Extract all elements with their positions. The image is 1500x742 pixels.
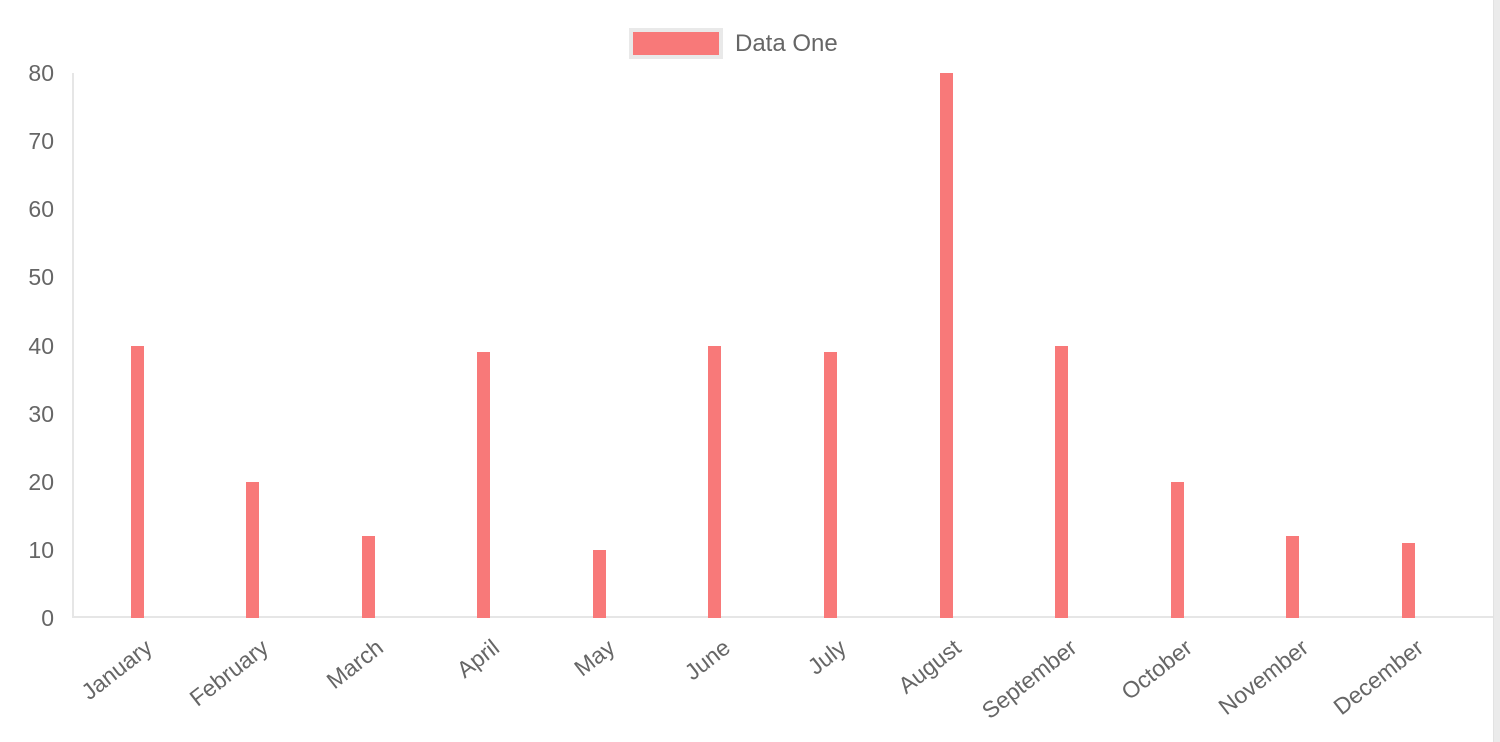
bar-september[interactable] [1055, 345, 1069, 618]
x-tick-label-august: August [893, 634, 967, 699]
x-tick-label-september: September [976, 634, 1082, 724]
x-tick-label-april: April [451, 634, 504, 683]
x-tick-label-june: June [679, 634, 735, 686]
bar-december[interactable] [1401, 543, 1415, 618]
bar-april[interactable] [477, 352, 491, 618]
x-tick-label-november: November [1213, 634, 1313, 720]
bar-march[interactable] [361, 536, 375, 618]
y-tick-70: 70 [28, 128, 54, 155]
legend-color-box [629, 28, 723, 59]
x-tick-label-july: July [802, 634, 851, 680]
y-tick-30: 30 [28, 400, 54, 427]
legend-label: Data One [735, 29, 838, 57]
scrollbar-track[interactable] [1493, 0, 1500, 742]
x-tick-label-march: March [321, 634, 389, 694]
bar-november[interactable] [1286, 536, 1300, 618]
x-tick-label-january: January [76, 634, 158, 705]
x-tick-label-may: May [569, 634, 620, 682]
bar-october[interactable] [1170, 481, 1184, 618]
bar-january[interactable] [130, 345, 144, 618]
y-tick-50: 50 [28, 264, 54, 291]
x-tick-label-december: December [1328, 634, 1429, 720]
x-axis-line [72, 616, 1493, 618]
y-tick-80: 80 [28, 60, 54, 86]
bar-july[interactable] [823, 352, 837, 618]
bar-may[interactable] [592, 549, 606, 618]
y-tick-20: 20 [28, 468, 54, 495]
bar-february[interactable] [246, 481, 260, 618]
y-tick-0: 0 [41, 605, 54, 631]
y-tick-10: 10 [28, 536, 54, 563]
bar-august[interactable] [939, 73, 953, 618]
chart-legend-item[interactable]: Data One [629, 28, 838, 59]
x-tick-label-october: October [1116, 634, 1198, 705]
bar-june[interactable] [708, 345, 722, 618]
y-axis-line [72, 73, 74, 618]
y-tick-40: 40 [28, 332, 54, 359]
y-tick-60: 60 [28, 196, 54, 223]
x-tick-label-february: February [184, 634, 273, 712]
